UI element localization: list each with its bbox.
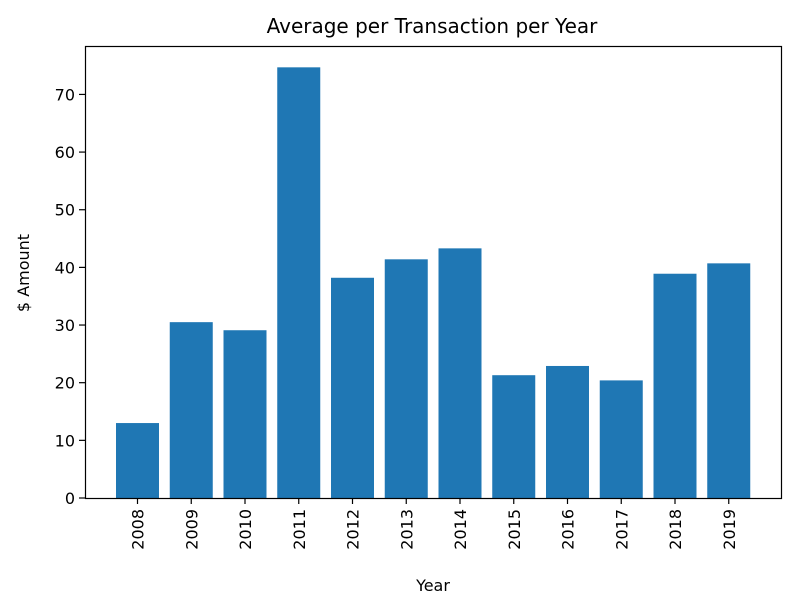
bar-2010 bbox=[223, 330, 267, 498]
y-axis: 0 10 20 30 40 50 60 70 bbox=[55, 85, 85, 508]
y-tick-label: 30 bbox=[55, 316, 75, 335]
bar-2016 bbox=[546, 365, 589, 498]
x-tick-label: 2013 bbox=[397, 509, 416, 550]
bar-2008 bbox=[116, 423, 159, 498]
y-tick-label: 20 bbox=[55, 374, 75, 393]
x-tick-label: 2009 bbox=[182, 509, 201, 550]
x-axis-label: Year bbox=[415, 576, 450, 595]
bar-2017 bbox=[599, 380, 643, 498]
x-tick-label: 2018 bbox=[666, 509, 685, 550]
bar-2012 bbox=[331, 277, 374, 498]
bar-2011 bbox=[277, 67, 321, 498]
bar-2009 bbox=[169, 322, 213, 498]
x-axis: 2008 2009 2010 2011 2012 2013 2014 2015 2016 2017… bbox=[129, 498, 739, 550]
bar-2014 bbox=[438, 248, 482, 498]
x-tick-label: 2014 bbox=[451, 509, 470, 550]
x-tick-label: 2017 bbox=[612, 509, 631, 550]
x-tick-label: 2010 bbox=[236, 509, 255, 550]
chart-title: Average per Transaction per Year bbox=[267, 14, 599, 38]
bars-group bbox=[116, 67, 751, 498]
y-tick-label: 70 bbox=[55, 85, 75, 104]
bar-2018 bbox=[653, 273, 697, 498]
x-tick-label: 2012 bbox=[344, 509, 363, 550]
x-tick-label: 2008 bbox=[129, 509, 148, 550]
y-tick-label: 40 bbox=[55, 258, 75, 277]
plot-frame bbox=[84, 45, 783, 500]
bar-2013 bbox=[384, 259, 428, 498]
y-tick-label: 0 bbox=[65, 489, 75, 508]
x-tick-label: 2016 bbox=[559, 509, 578, 550]
y-tick-label: 10 bbox=[55, 431, 75, 450]
y-axis-label: $ Amount bbox=[14, 234, 33, 312]
y-tick-label: 50 bbox=[55, 201, 75, 220]
bar-2019 bbox=[707, 263, 751, 498]
x-tick-label: 2011 bbox=[290, 509, 309, 550]
x-tick-label: 2015 bbox=[505, 509, 524, 550]
y-tick-label: 60 bbox=[55, 143, 75, 162]
bar-2015 bbox=[492, 375, 536, 498]
x-tick-label: 2019 bbox=[720, 509, 739, 550]
